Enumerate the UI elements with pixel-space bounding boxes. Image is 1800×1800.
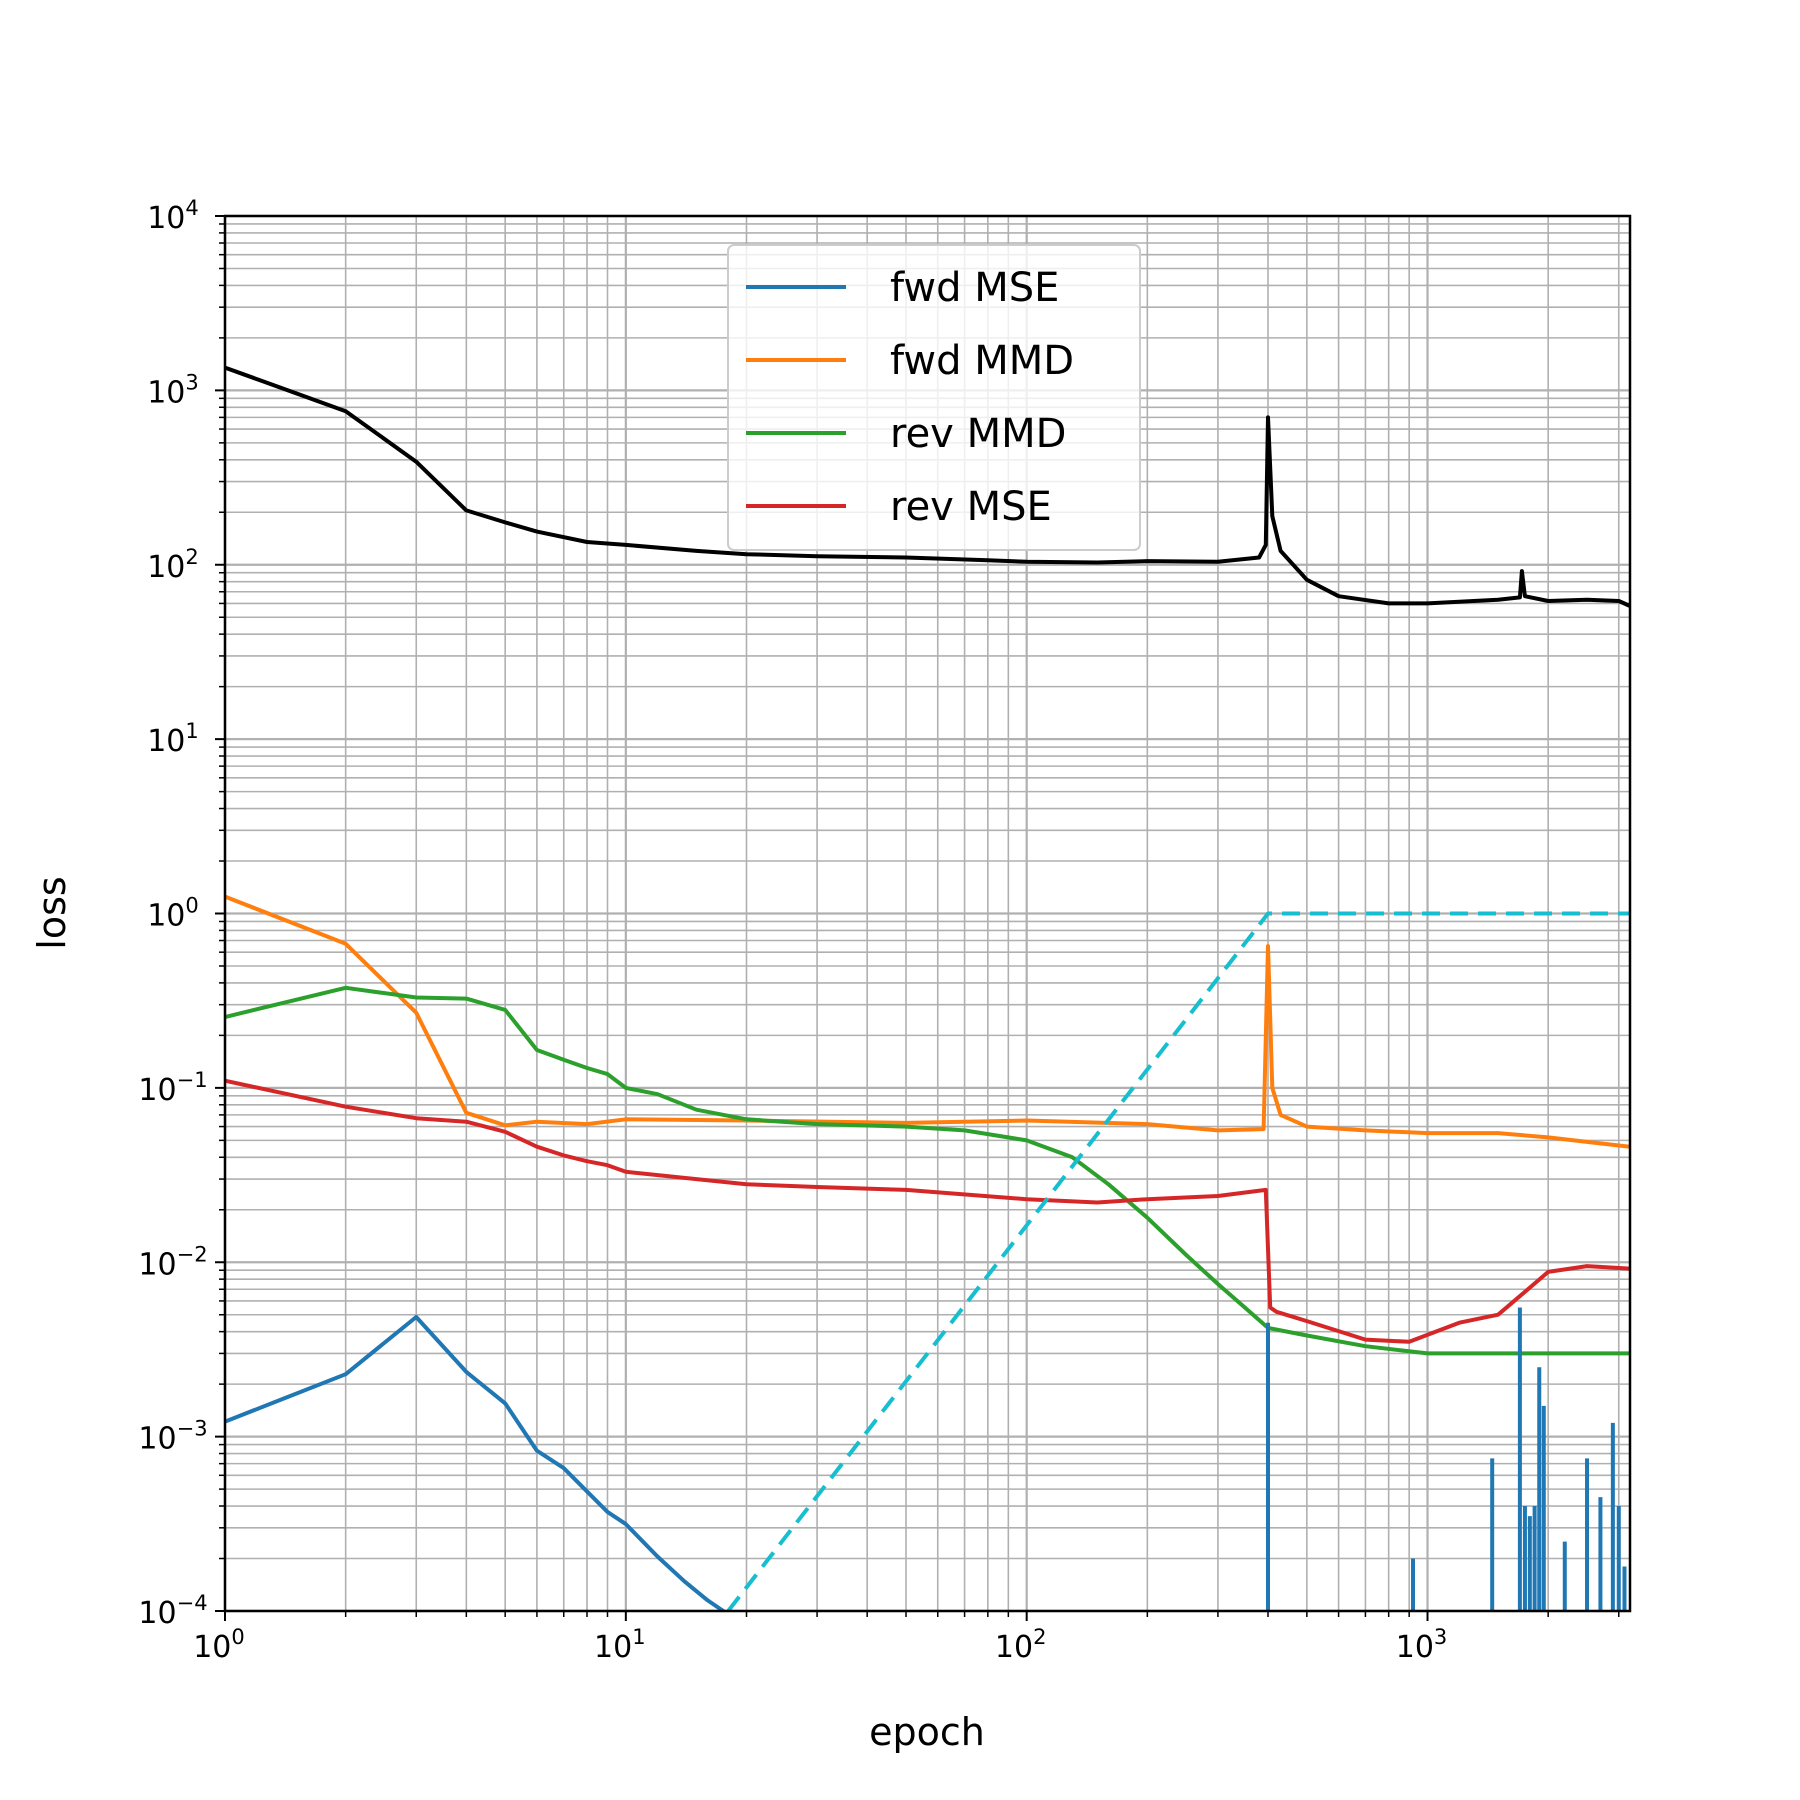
y-tick-label: 10−4 [138, 1591, 207, 1631]
series-line-1 [225, 1315, 726, 1611]
y-tick-label: 10−2 [138, 1242, 207, 1282]
y-tick-label: 100 [147, 894, 199, 934]
legend-label: fwd MMD [890, 338, 1074, 384]
series-line-2 [225, 894, 1630, 1149]
ticks [215, 215, 1620, 1621]
x-axis-label: epoch [869, 1710, 985, 1754]
y-tick-label: 104 [147, 196, 199, 236]
y-tick-label: 10−3 [138, 1417, 207, 1457]
x-tick-label: 101 [594, 1625, 646, 1665]
x-tick-label: 102 [995, 1625, 1047, 1665]
legend-label: rev MSE [890, 484, 1052, 530]
series-layer [225, 365, 1630, 1611]
y-tick-label: 103 [147, 370, 199, 410]
y-tick-label: 101 [147, 719, 199, 759]
legend: fwd MSE fwd MMD rev MMD rev MSE [727, 244, 1141, 551]
y-axis-label: loss [30, 876, 74, 949]
tick-labels: 100 101 102 103 10−4 10−3 10−2 10−1 100 101 102 103… [138, 196, 1447, 1665]
series-line-4 [225, 1078, 1630, 1344]
legend-label: fwd MSE [890, 265, 1059, 311]
legend-label: rev MMD [890, 411, 1066, 457]
x-tick-label: 100 [193, 1625, 245, 1665]
series-line-0 [225, 365, 1630, 608]
series-line-3 [225, 985, 1630, 1356]
series-line-5 [726, 911, 1630, 1611]
y-tick-label: 10−1 [138, 1068, 207, 1108]
y-tick-label: 102 [147, 545, 199, 585]
legend-box [727, 244, 1141, 551]
x-tick-label: 103 [1396, 1625, 1448, 1665]
